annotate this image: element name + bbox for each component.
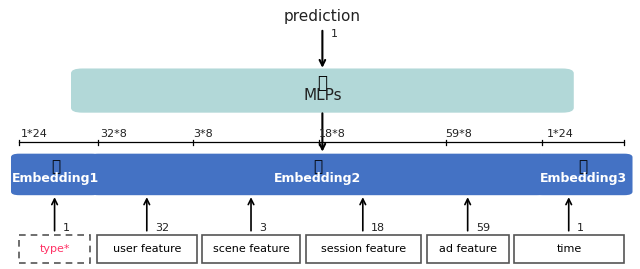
- Text: type*: type*: [39, 244, 70, 254]
- FancyBboxPatch shape: [534, 154, 632, 195]
- FancyBboxPatch shape: [306, 235, 421, 263]
- Text: 1: 1: [63, 223, 70, 233]
- FancyBboxPatch shape: [427, 235, 509, 263]
- Text: 1*24: 1*24: [547, 129, 573, 139]
- Text: 🔥: 🔥: [51, 159, 60, 174]
- Text: 3*8: 3*8: [193, 129, 212, 139]
- Text: user feature: user feature: [113, 244, 181, 254]
- Text: scene feature: scene feature: [213, 244, 290, 254]
- Text: 59: 59: [476, 223, 490, 233]
- FancyBboxPatch shape: [514, 235, 624, 263]
- Text: prediction: prediction: [284, 9, 361, 24]
- Text: Embedding2: Embedding2: [274, 172, 361, 185]
- Text: MLPs: MLPs: [303, 89, 342, 103]
- Text: 18*8: 18*8: [319, 129, 346, 139]
- Text: 🔥: 🔥: [313, 159, 322, 174]
- Text: 1: 1: [331, 29, 337, 39]
- Text: 32*8: 32*8: [100, 129, 127, 139]
- Text: 1*24: 1*24: [20, 129, 47, 139]
- Text: 1: 1: [577, 223, 584, 233]
- FancyBboxPatch shape: [90, 154, 545, 195]
- FancyBboxPatch shape: [11, 154, 100, 195]
- FancyBboxPatch shape: [71, 69, 574, 113]
- Text: Embedding1: Embedding1: [12, 172, 99, 185]
- Text: Embedding3: Embedding3: [540, 172, 627, 185]
- Text: 🔥: 🔥: [579, 159, 588, 174]
- Text: 🔥: 🔥: [317, 74, 328, 91]
- Text: 32: 32: [155, 223, 169, 233]
- Text: 18: 18: [371, 223, 385, 233]
- Text: 3: 3: [259, 223, 266, 233]
- FancyBboxPatch shape: [19, 235, 90, 263]
- FancyBboxPatch shape: [202, 235, 300, 263]
- FancyBboxPatch shape: [97, 235, 196, 263]
- Text: 59*8: 59*8: [445, 129, 472, 139]
- Text: session feature: session feature: [321, 244, 406, 254]
- Text: ad feature: ad feature: [438, 244, 497, 254]
- Text: time: time: [556, 244, 582, 254]
